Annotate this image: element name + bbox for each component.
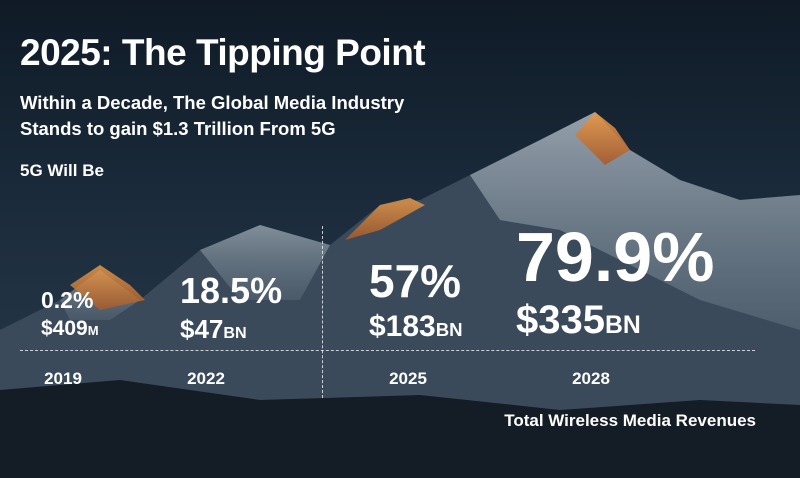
subtitle-line-1: Within a Decade, The Global Media Indust…	[20, 92, 405, 113]
year-label: 2025	[389, 369, 427, 388]
stat-percent: 0.2%	[41, 287, 94, 313]
stat-2019: 0.2% $409M	[41, 287, 99, 340]
stat-percent: 79.9%	[516, 218, 715, 296]
stat-amount: $47BN	[180, 316, 282, 342]
amount-unit: BN	[604, 312, 641, 339]
amount-unit: BN	[435, 319, 463, 340]
amount-value: $47	[180, 314, 224, 344]
tipping-point-divider	[322, 226, 323, 398]
stat-percent: 57%	[369, 255, 462, 307]
year-label: 2028	[572, 369, 610, 388]
stat-percent: 18.5%	[180, 270, 283, 311]
intro-label: 5G Will Be	[20, 161, 104, 180]
timeline-baseline	[20, 350, 755, 351]
stat-amount: $183BN	[369, 312, 463, 342]
stat-2022: 18.5% $47BN	[180, 270, 283, 343]
subtitle: Within a Decade, The Global Media Indust…	[20, 90, 440, 142]
page-title: 2025: The Tipping Point	[20, 32, 426, 73]
footnote: Total Wireless Media Revenues	[504, 411, 756, 430]
amount-value: $409	[41, 317, 88, 340]
year-label: 2019	[44, 369, 82, 388]
stat-amount: $409M	[41, 318, 99, 339]
stat-2025: 57% $183BN	[369, 258, 463, 342]
subtitle-line-2: Stands to gain $1.3 Trillion From 5G	[20, 118, 336, 139]
amount-unit: M	[87, 323, 99, 338]
amount-value: $183	[369, 310, 436, 343]
stat-amount: $335BN	[516, 300, 714, 340]
year-label: 2022	[187, 369, 225, 388]
amount-value: $335	[516, 298, 605, 342]
stat-2028: 79.9% $335BN	[516, 222, 714, 340]
amount-unit: BN	[223, 324, 247, 342]
